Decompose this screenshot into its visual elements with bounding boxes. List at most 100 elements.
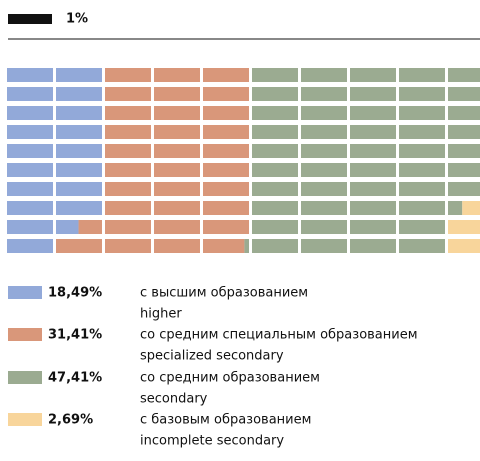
legend-name: со средним специальным образованием <box>140 328 418 343</box>
legend-value: 47,41% <box>48 371 102 386</box>
waffle-cell <box>252 220 298 234</box>
waffle-cell <box>203 182 249 196</box>
waffle-cell <box>105 144 151 158</box>
waffle-cell <box>399 68 445 82</box>
waffle-cell <box>154 144 200 158</box>
waffle-cell <box>448 106 480 120</box>
waffle-cell <box>7 201 53 215</box>
waffle-cell <box>350 201 396 215</box>
waffle-cell <box>301 144 347 158</box>
legend-name-en: incomplete secondary <box>140 434 284 449</box>
legend-name-en: secondary <box>140 392 208 407</box>
waffle-cell <box>350 163 396 177</box>
waffle-cell <box>154 106 200 120</box>
waffle-cell <box>448 144 480 158</box>
waffle-cell <box>105 125 151 139</box>
waffle-cell <box>399 87 445 101</box>
waffle-cell <box>399 182 445 196</box>
waffle-cell <box>301 201 347 215</box>
legend-name: с высшим образованием <box>140 286 308 301</box>
waffle-cell <box>203 125 249 139</box>
waffle-cell <box>399 239 445 253</box>
waffle-cell <box>252 144 298 158</box>
waffle-cell <box>399 106 445 120</box>
waffle-cell <box>56 87 102 101</box>
waffle-cell <box>462 201 480 215</box>
waffle-cell <box>154 163 200 177</box>
waffle-cell <box>399 201 445 215</box>
legend-swatch <box>8 328 42 341</box>
unit-label: 1% <box>66 12 88 27</box>
waffle-cell <box>105 163 151 177</box>
waffle-cell <box>7 68 53 82</box>
waffle-cell <box>301 163 347 177</box>
waffle-cell <box>350 144 396 158</box>
waffle-cell <box>7 125 53 139</box>
waffle-cell <box>56 106 102 120</box>
waffle-cell <box>7 220 53 234</box>
unit-swatch <box>8 14 52 24</box>
waffle-cell <box>448 220 480 234</box>
waffle-cell <box>7 106 53 120</box>
waffle-cell <box>203 87 249 101</box>
waffle-cell <box>154 87 200 101</box>
waffle-cell <box>399 125 445 139</box>
waffle-cell <box>203 220 249 234</box>
waffle-cell <box>301 220 347 234</box>
legend-swatch <box>8 286 42 299</box>
waffle-cell <box>399 144 445 158</box>
waffle-cell <box>252 201 298 215</box>
legend-name-en: specialized secondary <box>140 349 284 364</box>
waffle-cell <box>56 125 102 139</box>
waffle-cell <box>399 220 445 234</box>
waffle-cell <box>350 220 396 234</box>
waffle-cell <box>252 106 298 120</box>
waffle-cell <box>448 239 480 253</box>
waffle-cell <box>301 239 347 253</box>
waffle-cell <box>448 87 480 101</box>
waffle-cell <box>78 220 102 234</box>
waffle-cell <box>56 68 102 82</box>
waffle-cell <box>56 201 102 215</box>
waffle-cell <box>7 182 53 196</box>
waffle-cell <box>301 68 347 82</box>
waffle-cell <box>350 239 396 253</box>
waffle-cell <box>448 68 480 82</box>
waffle-cell <box>154 239 200 253</box>
waffle-cell <box>350 106 396 120</box>
waffle-cell <box>105 201 151 215</box>
waffle-cell <box>448 125 480 139</box>
waffle-cell <box>252 182 298 196</box>
waffle-cell <box>7 144 53 158</box>
waffle-cell <box>56 220 79 234</box>
waffle-cell <box>350 182 396 196</box>
legend-swatch <box>8 371 42 384</box>
waffle-cell <box>350 125 396 139</box>
waffle-cell <box>252 87 298 101</box>
legend-name-en: higher <box>140 307 182 322</box>
legend-name: с базовым образованием <box>140 413 311 428</box>
waffle-cell <box>203 68 249 82</box>
waffle-cell <box>203 106 249 120</box>
waffle-cell <box>252 125 298 139</box>
waffle-cell <box>105 220 151 234</box>
legend-swatch <box>8 413 42 426</box>
waffle-cell <box>399 163 445 177</box>
waffle-cell <box>154 125 200 139</box>
waffle-cell <box>252 68 298 82</box>
waffle-cell <box>252 163 298 177</box>
waffle-cell <box>105 239 151 253</box>
waffle-cell <box>448 182 480 196</box>
waffle-cell <box>203 163 249 177</box>
waffle-cell <box>301 87 347 101</box>
waffle-cell <box>56 182 102 196</box>
waffle-cell <box>56 239 102 253</box>
waffle-cell <box>154 220 200 234</box>
waffle-cell <box>154 68 200 82</box>
waffle-cell <box>56 163 102 177</box>
waffle-cell <box>105 87 151 101</box>
waffle-cell <box>448 201 463 215</box>
waffle-cell <box>301 125 347 139</box>
legend-value: 18,49% <box>48 286 102 301</box>
